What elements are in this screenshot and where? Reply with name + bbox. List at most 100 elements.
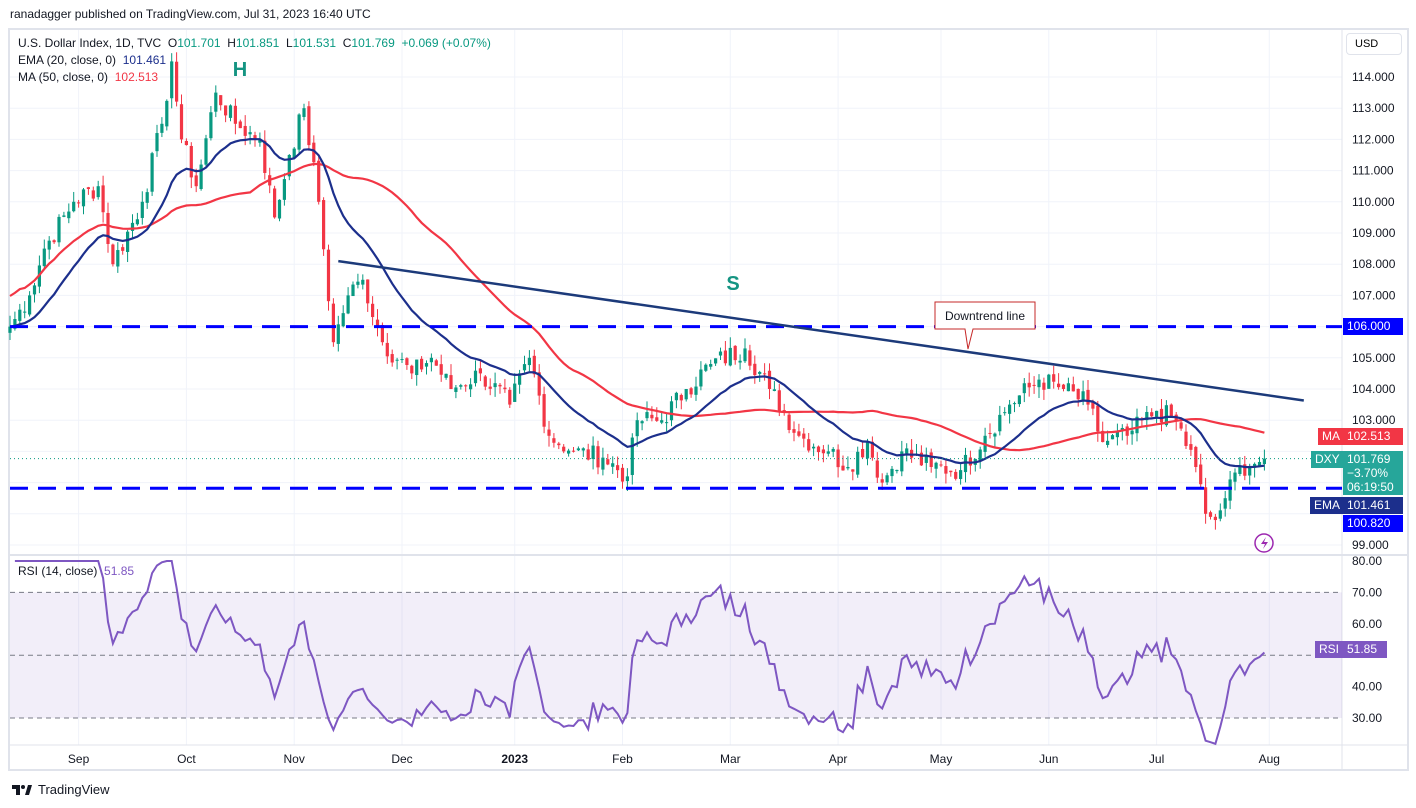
candle-body	[606, 459, 610, 465]
candle	[689, 386, 693, 398]
candle	[714, 358, 718, 366]
ema-legend-label[interactable]: EMA (20, close, 0)	[18, 53, 117, 67]
candle	[812, 443, 816, 457]
candle	[581, 447, 585, 457]
candle-body	[669, 401, 674, 421]
candle	[248, 125, 252, 145]
candle-body	[287, 155, 291, 177]
candle-body	[1150, 412, 1154, 417]
callout-text: Downtrend line	[945, 309, 1025, 323]
candle	[763, 363, 767, 381]
ema20-line	[9, 137, 1265, 469]
candle-body	[567, 450, 571, 454]
candle	[263, 130, 267, 180]
candle	[439, 354, 443, 382]
candle	[1253, 462, 1257, 478]
candle-body	[101, 185, 105, 213]
tradingview-logo-icon	[12, 784, 32, 795]
lightning-icon	[1254, 533, 1274, 553]
candle-body	[483, 376, 487, 387]
candle	[1120, 424, 1124, 441]
candle	[1262, 449, 1266, 471]
candle-body	[547, 429, 551, 436]
candle-body	[518, 373, 522, 385]
candle-body	[184, 140, 188, 146]
candle-body	[346, 295, 350, 314]
candle	[493, 372, 497, 397]
candle-body	[576, 448, 580, 451]
candle-body	[405, 358, 409, 365]
time-tick-label: Oct	[177, 752, 196, 766]
candle-body	[954, 471, 958, 479]
candle	[836, 444, 840, 478]
candle-body	[581, 448, 585, 451]
candle-body	[341, 313, 345, 327]
bar-countdown: 06:19:50	[1347, 480, 1394, 494]
candle	[77, 199, 81, 208]
candle-body	[1213, 516, 1217, 521]
price-tick-label: 111.000	[1352, 164, 1394, 178]
candle	[1047, 373, 1051, 389]
candle	[743, 338, 747, 364]
currency-button[interactable]: USD	[1346, 33, 1402, 55]
candle	[1194, 445, 1198, 473]
candle	[1199, 453, 1203, 490]
candle	[1003, 407, 1007, 416]
candle	[606, 453, 610, 466]
candle	[160, 117, 164, 138]
candle-body	[1037, 379, 1041, 388]
candle-body	[1101, 430, 1105, 443]
candle	[420, 356, 424, 373]
candle	[170, 53, 174, 109]
candle	[32, 282, 37, 303]
candle	[449, 364, 453, 390]
candle	[616, 456, 620, 478]
candle-body	[449, 375, 453, 389]
candle	[591, 436, 595, 470]
candle-body	[527, 357, 531, 366]
price-tick-label: 109.000	[1352, 226, 1396, 240]
candle	[444, 373, 448, 380]
callout-box	[934, 301, 1036, 350]
candle-body	[1204, 487, 1208, 514]
candle-body	[767, 370, 772, 389]
candle-body	[390, 354, 394, 363]
candle-body	[704, 364, 708, 371]
candle	[674, 391, 678, 409]
candle	[72, 191, 76, 213]
candle-body	[498, 384, 502, 387]
symbol-label[interactable]: U.S. Dollar Index, 1D, TVC	[18, 36, 162, 50]
candle	[326, 244, 331, 311]
candle	[983, 427, 987, 458]
candle-body	[1223, 498, 1227, 509]
candle-body	[586, 449, 590, 460]
legend: U.S. Dollar Index, 1D, TVC O101.701 H101…	[18, 35, 491, 86]
rsi-legend-label[interactable]: RSI (14, close)	[18, 564, 98, 578]
candle	[767, 363, 772, 400]
candle	[748, 344, 752, 371]
candle	[179, 94, 184, 144]
candle-body	[949, 470, 953, 473]
ma-legend-label[interactable]: MA (50, close, 0)	[18, 70, 109, 84]
candle-body	[1208, 512, 1213, 517]
rsi-line	[14, 560, 1266, 746]
time-tick-label: Nov	[284, 752, 305, 766]
candle	[1086, 379, 1090, 411]
close-value: 101.769	[351, 36, 395, 50]
candle	[1076, 388, 1080, 407]
candle-body	[1189, 444, 1193, 450]
candle	[596, 440, 600, 475]
time-tick-label: Aug	[1259, 752, 1280, 766]
candle	[547, 420, 551, 447]
candle	[135, 212, 139, 226]
candle-body	[988, 432, 992, 434]
tradingview-logo[interactable]: TradingView	[12, 782, 110, 797]
candle	[1213, 513, 1217, 530]
candle	[973, 458, 977, 472]
candle	[635, 412, 639, 447]
candle	[199, 159, 203, 191]
candle	[86, 186, 90, 195]
candle	[18, 303, 22, 325]
candle-body	[978, 449, 982, 462]
